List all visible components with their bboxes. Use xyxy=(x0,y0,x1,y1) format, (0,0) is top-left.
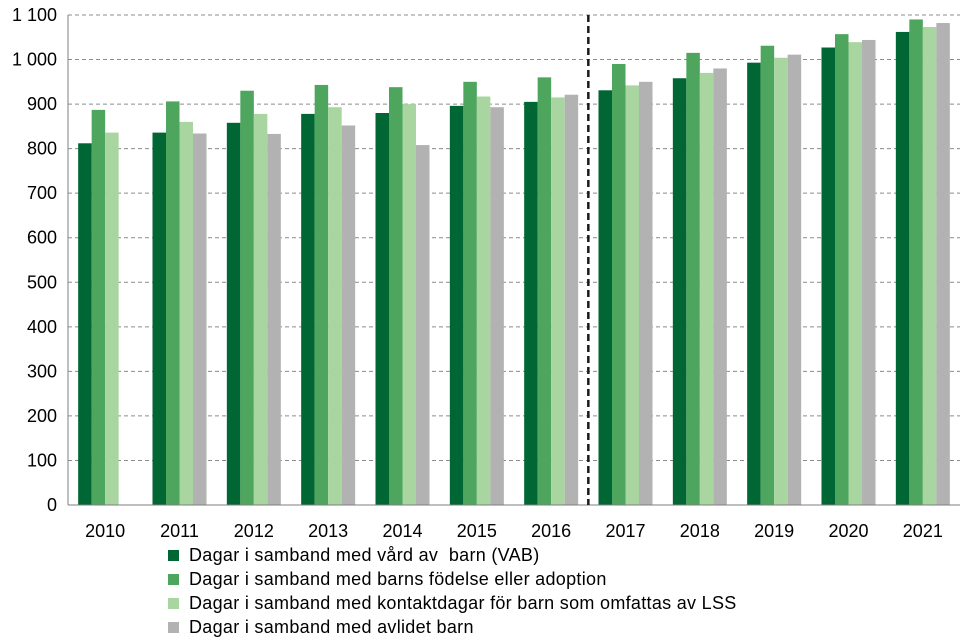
bar xyxy=(463,81,477,506)
bar xyxy=(314,84,329,505)
bar xyxy=(449,105,464,505)
legend-swatch xyxy=(168,621,179,633)
bar-groups xyxy=(78,19,950,506)
bar xyxy=(787,54,802,506)
bar xyxy=(895,31,910,505)
y-tick-label: 800 xyxy=(27,139,57,159)
x-tick-label: 2011 xyxy=(160,521,199,541)
bar xyxy=(402,104,416,505)
bar xyxy=(672,78,687,505)
y-tick-label: 900 xyxy=(27,94,57,114)
bar xyxy=(760,45,775,506)
y-tick-label: 500 xyxy=(27,272,57,292)
bar xyxy=(625,85,639,505)
legend-item-deceased-child: Dagar i samband med avlidet barn xyxy=(168,615,737,639)
bar xyxy=(862,39,876,505)
legend-item-birth-adoption: Dagar i samband med barns födelse eller … xyxy=(168,567,737,591)
bar xyxy=(821,47,835,505)
y-tick-label: 1 100 xyxy=(12,5,57,25)
x-tick-label: 2012 xyxy=(234,521,274,541)
x-tick-label: 2015 xyxy=(457,521,497,541)
x-axis-tick-labels: 2010 2011 2012 2013 2014 2015 2016 2017 2018 2019… xyxy=(85,521,943,541)
legend-item-vab: Dagar i samband med vård av barn (VAB) xyxy=(168,543,737,567)
x-tick-label: 2019 xyxy=(754,521,794,541)
bar xyxy=(524,101,538,505)
bar xyxy=(598,90,612,506)
gridlines xyxy=(68,14,960,461)
legend-swatch xyxy=(168,573,179,585)
axes xyxy=(67,15,960,506)
y-tick-label: 100 xyxy=(27,450,57,470)
bar xyxy=(909,19,923,505)
bar xyxy=(936,23,950,505)
x-tick-label: 2020 xyxy=(828,521,868,541)
y-tick-label: 200 xyxy=(27,406,57,426)
bar xyxy=(193,133,207,505)
bar xyxy=(375,113,389,505)
legend-swatch xyxy=(168,597,179,609)
bar xyxy=(774,57,788,505)
bar xyxy=(341,125,356,506)
bar xyxy=(476,96,491,505)
y-tick-label: 600 xyxy=(27,228,57,248)
bar xyxy=(91,109,106,505)
bar xyxy=(105,132,119,505)
bar xyxy=(699,72,714,505)
bar xyxy=(747,62,761,505)
y-tick-label: 700 xyxy=(27,183,57,203)
bar xyxy=(152,132,166,505)
x-tick-label: 2016 xyxy=(531,521,571,541)
y-tick-label: 0 xyxy=(47,495,57,515)
bar xyxy=(564,94,579,506)
y-tick-label: 1 000 xyxy=(12,50,57,70)
bar xyxy=(537,77,552,505)
bar xyxy=(226,122,241,506)
x-tick-label: 2021 xyxy=(903,521,943,541)
bar xyxy=(922,27,937,505)
legend-item-lss-contact-days: Dagar i samband med kontaktdagar för bar… xyxy=(168,591,737,615)
bar xyxy=(240,90,254,506)
bar xyxy=(686,52,700,505)
legend-label: Dagar i samband med vård av barn (VAB) xyxy=(189,544,540,565)
bar xyxy=(179,121,193,505)
x-tick-label: 2010 xyxy=(85,521,125,541)
y-axis-tick-labels: 0 100 200 300 400 500 600 700 800 900 1 000 1 100 xyxy=(12,5,57,515)
bar xyxy=(416,145,430,505)
x-tick-label: 2013 xyxy=(308,521,348,541)
legend: Dagar i samband med vård av barn (VAB) D… xyxy=(168,543,737,639)
legend-label: Dagar i samband med barns födelse eller … xyxy=(189,568,607,589)
x-tick-label: 2017 xyxy=(605,521,645,541)
legend-swatch xyxy=(168,549,179,561)
bar xyxy=(848,42,862,505)
bar xyxy=(551,97,565,505)
x-tick-label: 2018 xyxy=(680,521,720,541)
y-tick-label: 400 xyxy=(27,317,57,337)
bar xyxy=(166,101,180,505)
bar xyxy=(612,64,626,505)
x-tick-label: 2014 xyxy=(382,521,422,541)
bar xyxy=(490,107,504,505)
bar xyxy=(301,113,315,506)
bar xyxy=(253,113,268,506)
legend-label: Dagar i samband med kontaktdagar för bar… xyxy=(189,592,737,613)
bar xyxy=(389,87,403,505)
bar xyxy=(835,34,849,506)
bar xyxy=(639,81,653,506)
bar xyxy=(328,107,342,505)
legend-label: Dagar i samband med avlidet barn xyxy=(189,616,474,637)
bar xyxy=(78,143,92,506)
bar xyxy=(267,133,281,505)
y-tick-label: 300 xyxy=(27,361,57,381)
bar xyxy=(713,68,727,506)
